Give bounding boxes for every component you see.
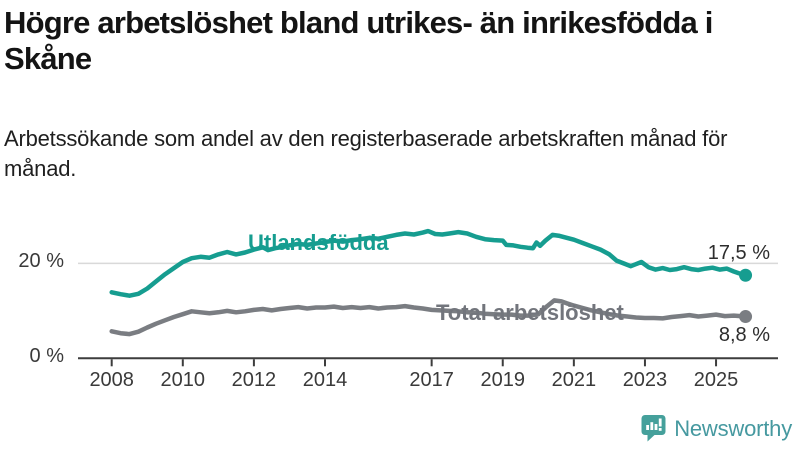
logo-bar-3 bbox=[654, 424, 658, 430]
x-tick-label-2010: 2010 bbox=[160, 369, 206, 391]
end-dot-total-arbetsl-shet bbox=[739, 310, 753, 324]
speech-bubble-shape bbox=[641, 415, 666, 442]
logo-bar-2 bbox=[650, 422, 654, 430]
brand-name: Newsworthy bbox=[674, 416, 792, 441]
logo-bar-1 bbox=[646, 425, 650, 430]
series-line-total-arbetsl-shet bbox=[109, 298, 748, 337]
x-tick-label-2023: 2023 bbox=[622, 369, 668, 391]
series-label-total-arbetsloshet: Total arbetslöshet bbox=[436, 300, 624, 325]
chart-subtitle: Arbetssökande som andel av den registerb… bbox=[4, 126, 728, 181]
y-tick-label-20: 20 % bbox=[18, 250, 64, 273]
x-tick-label-2025: 2025 bbox=[693, 369, 739, 391]
x-tick-label-2017: 2017 bbox=[409, 369, 454, 391]
x-tick-label-2008: 2008 bbox=[89, 369, 134, 391]
series-label-utlandsfodda: Utlandsfödda bbox=[248, 230, 389, 255]
brand-footer: Newsworthy bbox=[641, 414, 792, 444]
end-value-total-arbetsloshet: 8,8 % bbox=[718, 324, 770, 346]
newsworthy-logo-icon bbox=[641, 415, 666, 442]
y-tick-label-0: 0 % bbox=[29, 345, 64, 368]
x-tick-label-2012: 2012 bbox=[231, 369, 277, 391]
logo-exclamation-bar bbox=[658, 418, 662, 427]
x-tick-label-2019: 2019 bbox=[480, 369, 526, 391]
logo-exclamation-dot bbox=[658, 428, 662, 431]
series-line-utlandsf-dda bbox=[109, 228, 748, 298]
chart-title: Högre arbetslöshet bland utrikes- än inr… bbox=[4, 5, 713, 76]
x-tick-label-2014: 2014 bbox=[302, 369, 348, 391]
x-tick-label-2021: 2021 bbox=[551, 369, 597, 391]
end-value-utlandsfodda: 17,5 % bbox=[707, 242, 770, 264]
end-dot-utlandsf-dda bbox=[739, 268, 753, 282]
